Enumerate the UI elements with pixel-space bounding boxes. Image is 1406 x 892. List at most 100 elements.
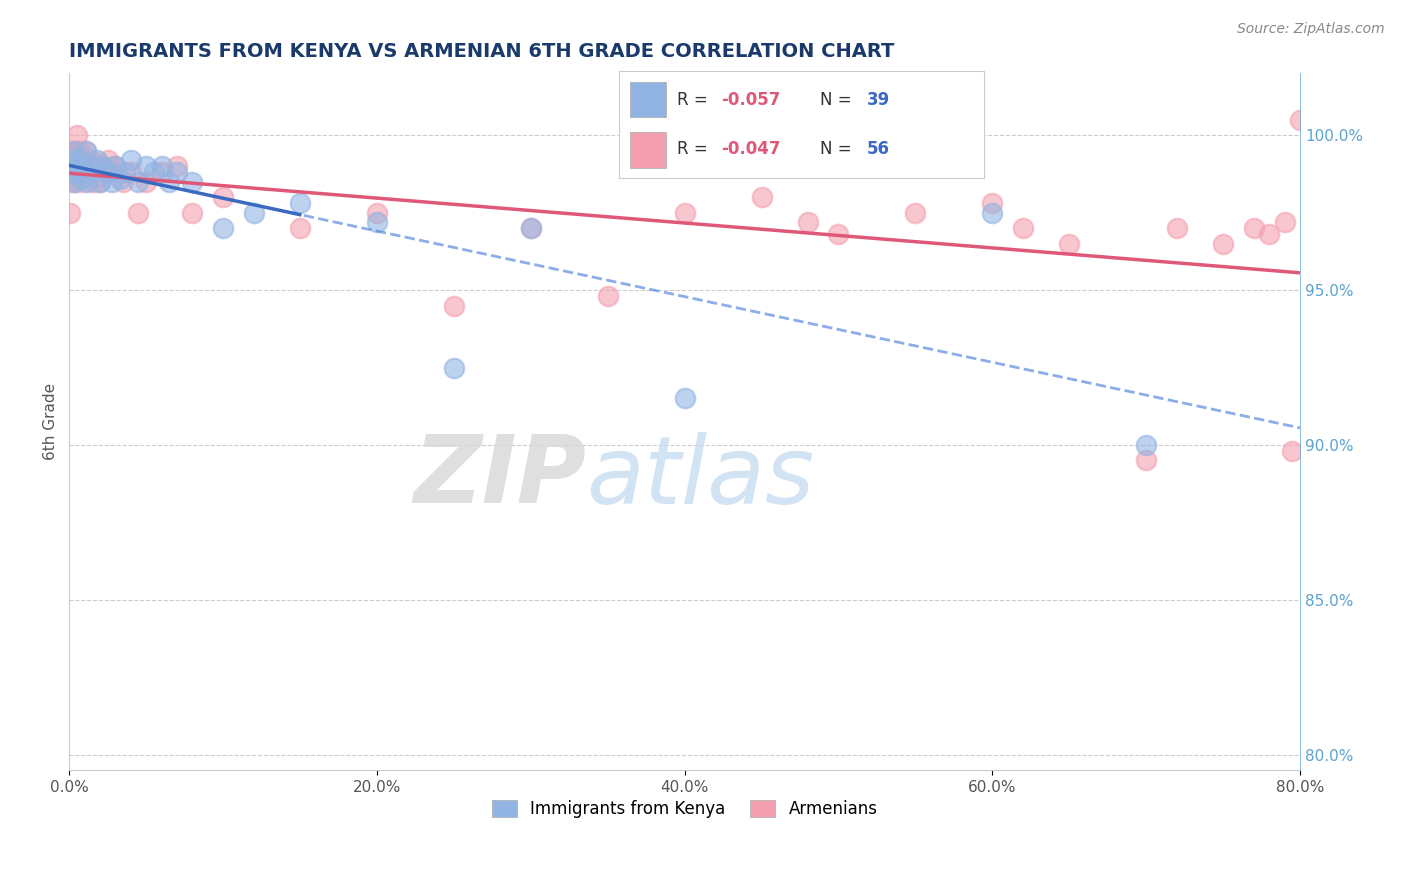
Point [796,215,818,229]
Point [520,221,543,235]
Text: -0.047: -0.047 [721,141,780,159]
Point [142,165,165,179]
Point [89,175,111,189]
Point [1281,444,1303,458]
Point [1135,438,1157,452]
Text: atlas: atlas [586,432,814,523]
Point [1258,227,1281,242]
Point [89,175,111,189]
Point [114,165,136,179]
Point [120,165,142,179]
Point [212,190,235,204]
Point [83,175,105,189]
Point [127,205,149,219]
Point [104,159,127,173]
Point [67,144,90,158]
Point [366,205,388,219]
Point [1274,215,1296,229]
Point [75,144,97,158]
FancyBboxPatch shape [630,132,666,168]
Point [73,159,96,173]
Point [66,153,89,167]
Point [827,227,849,242]
Point [1012,221,1035,235]
Point [157,175,180,189]
Point [75,144,97,158]
Point [76,165,98,179]
Point [86,153,108,167]
Point [520,221,543,235]
Point [135,159,157,173]
Point [63,144,86,158]
Point [67,165,90,179]
Point [120,153,142,167]
Point [66,128,89,143]
Text: R =: R = [678,141,713,159]
Point [1057,236,1080,251]
Point [166,165,188,179]
Point [243,205,266,219]
Point [181,175,204,189]
Point [288,196,311,211]
Point [76,175,98,189]
Text: Source: ZipAtlas.com: Source: ZipAtlas.com [1237,22,1385,37]
Point [97,153,120,167]
Point [65,159,87,173]
Legend: Immigrants from Kenya, Armenians: Immigrants from Kenya, Armenians [485,793,884,824]
FancyBboxPatch shape [630,82,666,118]
Point [1212,236,1234,251]
Point [97,165,120,179]
Point [91,159,114,173]
Point [83,165,105,179]
Point [72,175,94,189]
Point [150,159,173,173]
Text: IMMIGRANTS FROM KENYA VS ARMENIAN 6TH GRADE CORRELATION CHART: IMMIGRANTS FROM KENYA VS ARMENIAN 6TH GR… [69,42,894,61]
Y-axis label: 6th Grade: 6th Grade [44,384,58,460]
Point [673,205,696,219]
Text: R =: R = [678,91,713,109]
Text: -0.057: -0.057 [721,91,780,109]
Point [101,175,124,189]
Point [135,175,157,189]
Point [181,205,204,219]
Point [127,175,149,189]
Point [166,159,188,173]
Text: 56: 56 [868,141,890,159]
Point [59,153,82,167]
Point [63,175,86,189]
Point [65,144,87,158]
Point [91,159,114,173]
Point [70,171,93,186]
Point [60,165,83,179]
Point [65,175,87,189]
Point [366,215,388,229]
Point [1243,221,1265,235]
Point [72,159,94,173]
Point [69,159,91,173]
Point [60,159,83,173]
Point [63,153,86,167]
Point [443,360,465,375]
Point [101,165,124,179]
Point [59,175,82,189]
Point [69,153,91,167]
Point [112,175,135,189]
Point [673,392,696,406]
Point [596,289,619,303]
Point [62,165,84,179]
Point [981,196,1004,211]
Text: 39: 39 [868,91,890,109]
Point [86,159,108,173]
Point [60,144,83,158]
Text: ZIP: ZIP [413,432,586,524]
Point [150,165,173,179]
Point [212,221,235,235]
Point [67,165,90,179]
Point [443,299,465,313]
Point [108,171,131,186]
Point [66,159,89,173]
Point [70,165,93,179]
Point [1166,221,1188,235]
Point [288,221,311,235]
Point [80,159,103,173]
